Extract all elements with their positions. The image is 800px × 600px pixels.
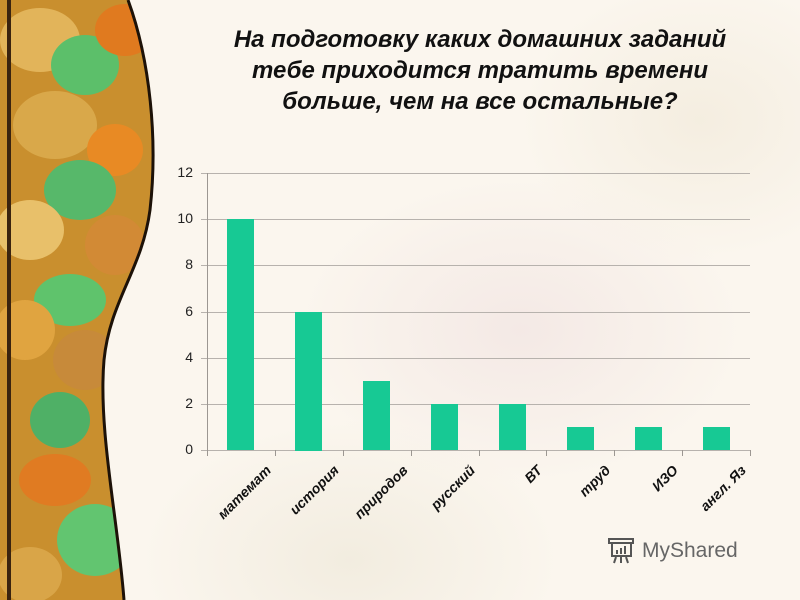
x-tick: [750, 450, 751, 456]
x-tick: [682, 450, 683, 456]
autumn-leaf-border: [0, 0, 155, 600]
x-tick: [343, 450, 344, 456]
y-tick-label: 8: [185, 256, 193, 272]
title-line-3: больше, чем на все остальные?: [282, 88, 678, 115]
gridline: [201, 265, 750, 266]
gridline: [201, 173, 750, 174]
bar-2: [295, 312, 322, 451]
x-category-label: англ. Яз: [697, 462, 750, 515]
x-tick: [546, 450, 547, 456]
x-category-label: русский: [427, 462, 479, 513]
slide-title: На подготовку каких домашних заданий теб…: [170, 24, 790, 117]
gridline: [201, 312, 750, 313]
watermark: MyShared: [606, 536, 738, 566]
bar-8: [703, 427, 730, 450]
y-tick-label: 12: [177, 164, 193, 180]
y-axis: [207, 173, 208, 456]
watermark-text: MyShared: [642, 539, 738, 562]
x-category-label: труд: [575, 462, 614, 500]
x-category-label: история: [286, 462, 343, 518]
gridline: [201, 404, 750, 405]
x-tick: [275, 450, 276, 456]
gridline: [201, 219, 750, 220]
x-category-label: природов: [350, 462, 411, 522]
gridline: [201, 450, 750, 451]
y-tick-label: 0: [185, 441, 193, 457]
title-line-1: На подготовку каких домашних заданий: [233, 26, 727, 53]
bar-6: [567, 427, 594, 450]
y-tick-label: 4: [185, 349, 193, 365]
bar-1: [227, 219, 254, 450]
x-tick: [411, 450, 412, 456]
y-tick-label: 2: [185, 395, 193, 411]
bar-3: [363, 381, 390, 450]
y-tick-label: 6: [185, 303, 193, 319]
gridline: [201, 358, 750, 359]
x-tick: [479, 450, 480, 456]
y-tick-label: 10: [177, 210, 193, 226]
bar-7: [635, 427, 662, 450]
x-category-label: ВТ: [521, 462, 546, 486]
x-tick: [614, 450, 615, 456]
x-category-label: ИЗО: [649, 462, 682, 495]
bar-5: [499, 404, 526, 450]
presentation-board-icon: [608, 538, 634, 564]
bar-4: [431, 404, 458, 450]
title-line-2: тебе приходится тратить времени: [252, 57, 708, 84]
x-tick: [207, 450, 208, 456]
x-category-label: математ: [214, 462, 275, 522]
